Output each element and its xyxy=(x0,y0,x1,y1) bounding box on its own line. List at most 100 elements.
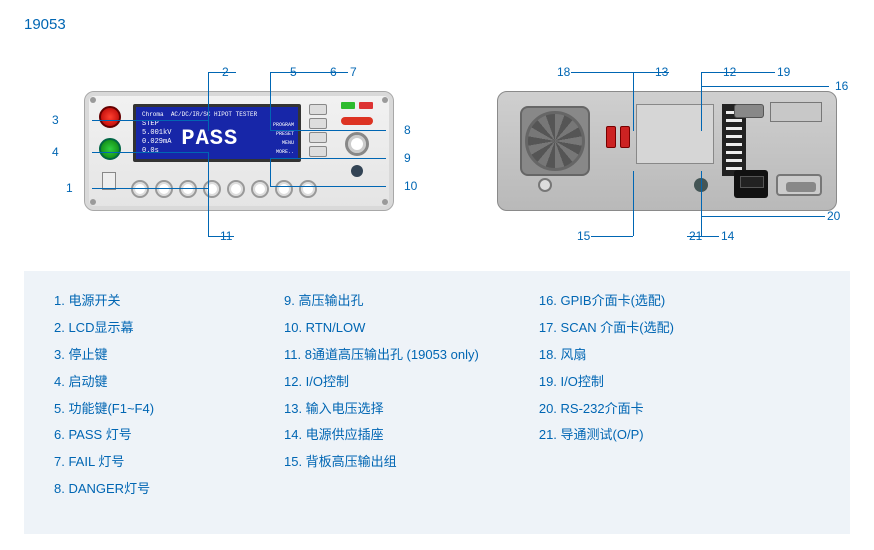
callout-3: 3 xyxy=(52,113,59,127)
callout-9: 9 xyxy=(404,151,411,165)
leader-line xyxy=(591,236,633,237)
leader-line xyxy=(270,72,271,131)
leader-line xyxy=(270,171,271,186)
screw-icon xyxy=(382,199,388,205)
fkey-icon xyxy=(309,104,327,115)
leader-line xyxy=(208,120,209,131)
legend-box: 1. 电源开关 2. LCD显示幕 3. 停止键 4. 启动键 5. 功能键(F1~F4… xyxy=(24,271,850,534)
channel-port-icon xyxy=(203,180,221,198)
legend-item: 16. GPIB介面卡(选配) xyxy=(539,293,709,310)
fkey-icon xyxy=(309,118,327,129)
callout-14: 14 xyxy=(721,229,734,243)
screw-icon xyxy=(90,97,96,103)
callout-1: 1 xyxy=(66,181,73,195)
legend-column: 16. GPIB介面卡(选配) 17. SCAN 介面卡(选配) 18. 风扇 19.… xyxy=(539,293,709,508)
leader-line xyxy=(270,72,348,73)
leader-line xyxy=(270,158,271,171)
legend-item: 11. 8通道高压输出孔 (19053 only) xyxy=(284,347,479,364)
legend-item: 19. I/O控制 xyxy=(539,374,709,391)
leader-line xyxy=(701,86,829,87)
danger-led-icon xyxy=(341,117,373,125)
hv-output-icon xyxy=(345,132,369,156)
leader-line xyxy=(208,236,234,237)
voltage-selector-icon xyxy=(606,126,630,148)
lcd-subtitle: AC/DC/IR/SC HIPOT TESTER xyxy=(171,111,257,118)
legend-item: 7. FAIL 灯号 xyxy=(54,454,224,471)
leader-line xyxy=(270,158,386,159)
callout-number: 14 xyxy=(721,229,734,243)
rs232-port-icon xyxy=(776,174,822,196)
legend-item: 21. 导通测试(O/P) xyxy=(539,427,709,444)
leader-line xyxy=(633,72,634,131)
pass-led-icon xyxy=(341,102,355,109)
channel-port-icon xyxy=(227,180,245,198)
callout-number: 1 xyxy=(66,181,73,195)
legend-column: 9. 高压输出孔 10. RTN/LOW 11. 8通道高压输出孔 (19053 o… xyxy=(284,293,479,508)
legend-item: 12. I/O控制 xyxy=(284,374,479,391)
legend-item: 5. 功能键(F1~F4) xyxy=(54,401,224,418)
channel-port-icon xyxy=(131,180,149,198)
leader-line xyxy=(270,186,386,187)
callout-19: 19 xyxy=(777,65,790,79)
legend-item: 9. 高压输出孔 xyxy=(284,293,479,310)
leader-line xyxy=(701,216,825,217)
leader-line xyxy=(208,171,209,236)
screw-icon xyxy=(382,97,388,103)
legend-item: 1. 电源开关 xyxy=(54,293,224,310)
model-number: 19053 xyxy=(24,16,850,33)
callout-7: 7 xyxy=(350,65,357,79)
legend-item: 13. 输入电压选择 xyxy=(284,401,479,418)
legend-column: 1. 电源开关 2. LCD显示幕 3. 停止键 4. 启动键 5. 功能键(F1~F4… xyxy=(54,293,224,508)
channel-port-icon xyxy=(251,180,269,198)
legend-item: 4. 启动键 xyxy=(54,374,224,391)
back-device-body xyxy=(497,91,837,211)
lcd-brand-text: Chroma xyxy=(142,111,164,118)
leader-line xyxy=(571,72,633,73)
callout-number: 9 xyxy=(404,151,411,165)
hv-rear-output-icon xyxy=(538,178,552,192)
callout-number: 10 xyxy=(404,179,417,193)
callout-number: 15 xyxy=(577,229,590,243)
legend-item: 14. 电源供应插座 xyxy=(284,427,479,444)
leader-line xyxy=(270,130,386,131)
io-connector-icon xyxy=(734,104,764,118)
lcd-screen: Chroma AC/DC/IR/SC HIPOT TESTER STEP 5.0… xyxy=(133,104,301,162)
legend-item: 2. LCD显示幕 xyxy=(54,320,224,337)
callout-10: 10 xyxy=(404,179,417,193)
callout-20: 20 xyxy=(827,209,840,223)
leader-line xyxy=(208,152,209,171)
lcd-reading: STEP xyxy=(142,120,171,129)
lcd-pass: PASS xyxy=(181,126,238,151)
leader-line xyxy=(270,130,271,131)
legend-item: 15. 背板高压输出组 xyxy=(284,454,479,471)
leader-line xyxy=(701,72,702,131)
callout-number: 19 xyxy=(777,65,790,79)
legend-item: 6. PASS 灯号 xyxy=(54,427,224,444)
callout-16: 16 xyxy=(835,79,848,93)
legend-item: 10. RTN/LOW xyxy=(284,320,479,337)
callout-8: 8 xyxy=(404,123,411,137)
channel-port-icon xyxy=(179,180,197,198)
callout-number: 7 xyxy=(350,65,357,79)
callout-4: 4 xyxy=(52,145,59,159)
stop-button-icon xyxy=(99,106,121,128)
leader-line xyxy=(701,72,775,73)
lcd-menu-item: MORE.. xyxy=(273,148,294,157)
lcd-menu-item: MENU xyxy=(273,139,294,148)
leader-line xyxy=(633,171,634,236)
switch-icon xyxy=(620,126,630,148)
legend-item: 18. 风扇 xyxy=(539,347,709,364)
legend-item: 3. 停止键 xyxy=(54,347,224,364)
channel-port-icon xyxy=(275,180,293,198)
leader-line xyxy=(208,72,236,73)
legend-item: 17. SCAN 介面卡(选配) xyxy=(539,320,709,337)
legend-item: 8. DANGER灯号 xyxy=(54,481,224,498)
rating-label xyxy=(636,104,714,164)
gpib-slot-icon xyxy=(770,102,822,122)
leader-line xyxy=(633,72,669,73)
callout-number: 20 xyxy=(827,209,840,223)
callout-number: 8 xyxy=(404,123,411,137)
channel-port-icon xyxy=(299,180,317,198)
channel-row xyxy=(131,180,317,198)
leader-line xyxy=(701,236,719,237)
